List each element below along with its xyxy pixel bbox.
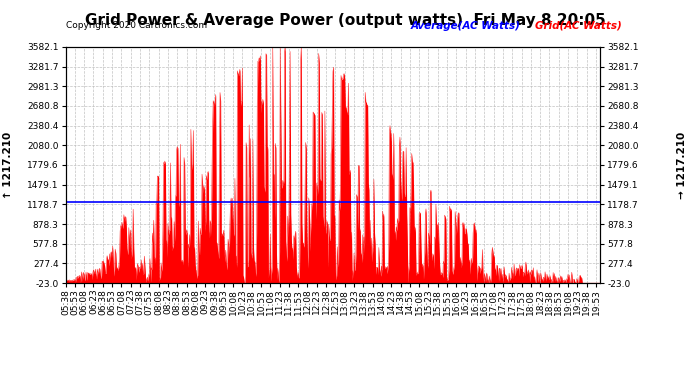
Text: Average(AC Watts): Average(AC Watts)	[411, 21, 520, 31]
Text: Grid(AC Watts): Grid(AC Watts)	[535, 21, 622, 31]
Text: ↑ 1217.210: ↑ 1217.210	[3, 131, 13, 199]
Text: Grid Power & Average Power (output watts)  Fri May 8 20:05: Grid Power & Average Power (output watts…	[85, 13, 605, 28]
Text: Copyright 2020 Cartronics.com: Copyright 2020 Cartronics.com	[66, 21, 207, 30]
Text: → 1217.210: → 1217.210	[677, 131, 687, 199]
